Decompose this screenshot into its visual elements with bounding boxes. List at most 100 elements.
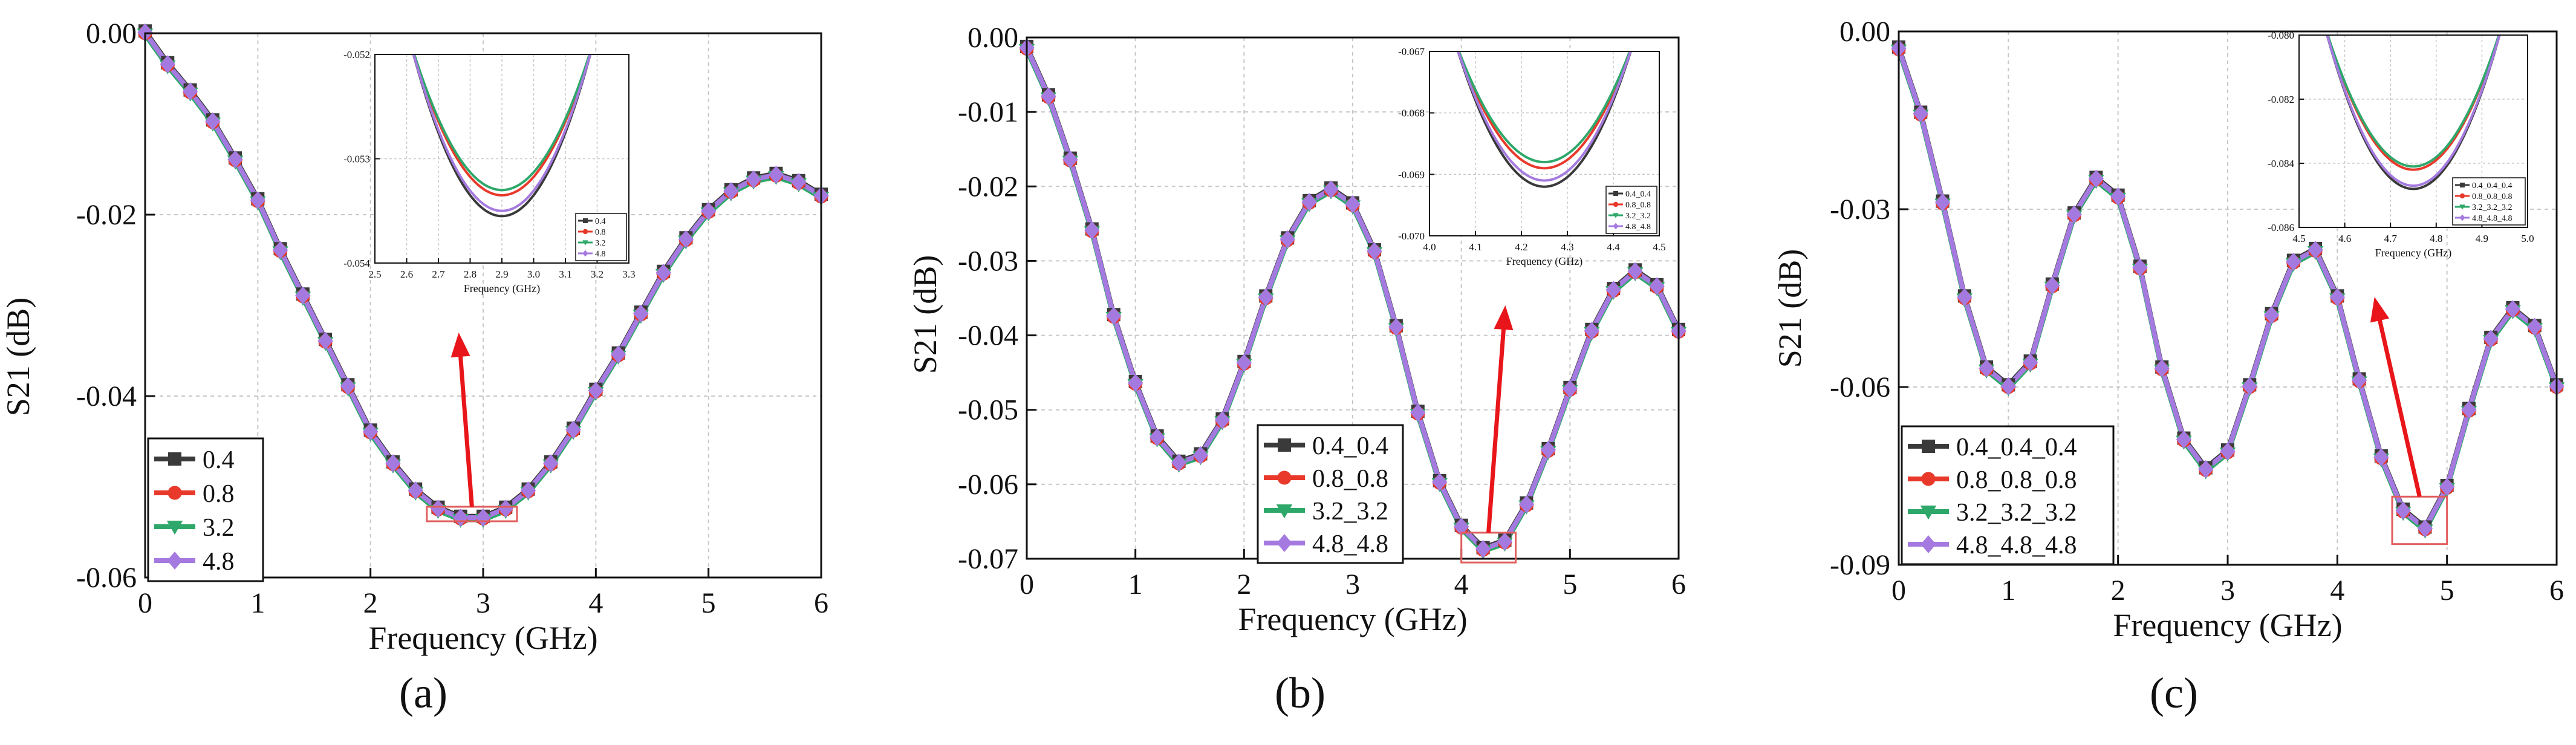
y-tick-label: -0.06 (1830, 371, 1890, 403)
zoom-arrow (458, 351, 474, 507)
series-4-marker (2286, 252, 2301, 271)
inset-legend-label: 0.8_0.8_0.8 (2472, 192, 2513, 201)
series-4-marker (791, 173, 807, 191)
inset-x-tick-label: 4.8 (2430, 233, 2442, 244)
series-4-marker (1979, 359, 1994, 377)
series-4-marker (2154, 359, 2170, 377)
series-4-marker (1301, 193, 1317, 211)
inset-legend-swatch-marker (2459, 193, 2465, 199)
series-4-marker (1106, 307, 1122, 325)
inset-x-tick-label: 4.7 (2384, 233, 2398, 244)
x-tick-label: 2 (363, 587, 378, 619)
zoom-arrow (2376, 315, 2422, 498)
legend-swatch-marker (168, 452, 181, 466)
inset-y-tick-label: -0.082 (2268, 94, 2294, 105)
y-tick-label: -0.05 (958, 394, 1018, 426)
inset-x-tick-label: 4.9 (2476, 233, 2488, 244)
series-4-marker (1913, 104, 1928, 123)
inset-y-tick-label: -0.067 (1398, 46, 1425, 57)
series-4-marker (2176, 430, 2192, 449)
inset-series-line-4 (1457, 51, 1632, 182)
series-4-marker (430, 499, 446, 518)
inset-x-axis-title: Frequency (GHz) (464, 282, 540, 295)
series-4-marker (1062, 150, 1078, 169)
y-tick-label: -0.02 (958, 171, 1018, 203)
inset-chart: 4.0 4.1 4.2 4.3 4.4 4.5 -0.067 -0.068 -0.069 -0.0… (1398, 46, 1666, 268)
series-4-marker (2461, 400, 2477, 419)
inset-x-tick-label: 5.0 (2521, 233, 2534, 244)
inset-legend-swatch-marker (1613, 201, 1619, 207)
inset-x-tick-label: 4.0 (1423, 241, 1436, 253)
series-4-marker (2373, 448, 2389, 466)
inset-legend-swatch-marker (1613, 213, 1619, 218)
inset-x-tick-label: 3.3 (622, 268, 635, 280)
inset-legend-swatch-marker (1613, 191, 1618, 196)
series-4-marker (1649, 277, 1665, 295)
series-4-marker (1149, 428, 1165, 446)
series-4-marker (2308, 241, 2323, 259)
inset-x-tick-label: 4.6 (2338, 233, 2351, 244)
inset-legend-label: 3.2 (595, 239, 606, 248)
series-4-marker (2527, 317, 2543, 336)
series-4-marker (2110, 187, 2126, 206)
y-axis-title: S21 (dB) (0, 298, 36, 417)
x-tick-label: 5 (2440, 574, 2454, 607)
series-4-marker (1345, 195, 1361, 213)
series-4-marker (1497, 532, 1513, 551)
series-4-marker (1128, 374, 1143, 392)
inset-legend-swatch-marker (2459, 214, 2465, 221)
series-4-marker (363, 422, 379, 441)
x-tick-label: 0 (1020, 568, 1034, 600)
panel-label: (b) (1275, 669, 1325, 717)
inset-x-tick-label: 2.8 (464, 268, 476, 280)
series-4-marker (2395, 501, 2411, 520)
series-4-marker (2022, 353, 2038, 372)
inset-chart: 4.5 4.6 4.7 4.8 4.9 5.0 -0.080 -0.082 -0.084 -0.0… (2268, 30, 2534, 259)
series-4-marker (1605, 281, 1621, 299)
legend-swatch-marker (1922, 440, 1935, 453)
inset-legend-swatch-marker (1613, 223, 1619, 230)
inset-x-tick-label: 4.1 (1469, 241, 1482, 253)
series-4-marker (1562, 380, 1578, 398)
legend-swatch-marker (1921, 535, 1936, 553)
x-tick-label: 2 (2111, 574, 2126, 607)
legend-label: 3.2 (203, 514, 235, 542)
series-4-marker (1432, 473, 1448, 491)
series-4-marker (610, 345, 626, 363)
legend-swatch-marker (1921, 472, 1936, 486)
series-4-marker (2044, 276, 2060, 294)
legend-box (1901, 425, 2115, 565)
x-tick-label: 3 (476, 587, 490, 619)
inset-legend-label: 0.8_0.8 (1625, 201, 1651, 210)
inset-legend-label: 0.4 (595, 217, 606, 226)
inset-x-tick-label: 2.6 (400, 268, 413, 280)
legend-swatch-marker (1277, 534, 1292, 552)
inset-series-line-4 (2326, 35, 2501, 187)
y-tick-label: -0.09 (1830, 549, 1890, 581)
inset-legend-swatch-marker (582, 250, 588, 257)
inset-frame (1429, 51, 1660, 236)
series-4-marker (1171, 454, 1187, 472)
inset-x-axis-title: Frequency (GHz) (2375, 247, 2451, 259)
series-4-marker (1540, 441, 1556, 459)
series-4-marker (2263, 306, 2280, 324)
x-tick-label: 1 (2001, 574, 2015, 607)
series-4-marker (588, 382, 603, 400)
inset-x-tick-label: 3.1 (559, 268, 571, 280)
inset-x-tick-label: 2.7 (432, 268, 445, 280)
y-tick-label: -0.06 (76, 562, 137, 594)
legend-swatch-marker (166, 521, 183, 535)
chart-panel-b: 0 1 2 3 4 5 6 0.00 -0.01 -0.02 -0.03 -0.04 -0.05 -0.0… (907, 22, 1687, 717)
series-4-marker (2066, 205, 2082, 224)
inset-x-tick-label: 4.5 (1653, 241, 1665, 253)
series-4-marker (746, 170, 761, 189)
legend-label: 0.4_0.4 (1312, 432, 1388, 460)
y-tick-label: -0.02 (76, 199, 137, 231)
x-tick-label: 4 (1454, 568, 1469, 600)
inset-x-tick-label: 4.4 (1607, 241, 1620, 253)
series-4-marker (385, 454, 401, 472)
series-4-marker (678, 230, 694, 249)
x-tick-label: 0 (138, 587, 152, 619)
inset-series-line-3 (413, 54, 591, 192)
